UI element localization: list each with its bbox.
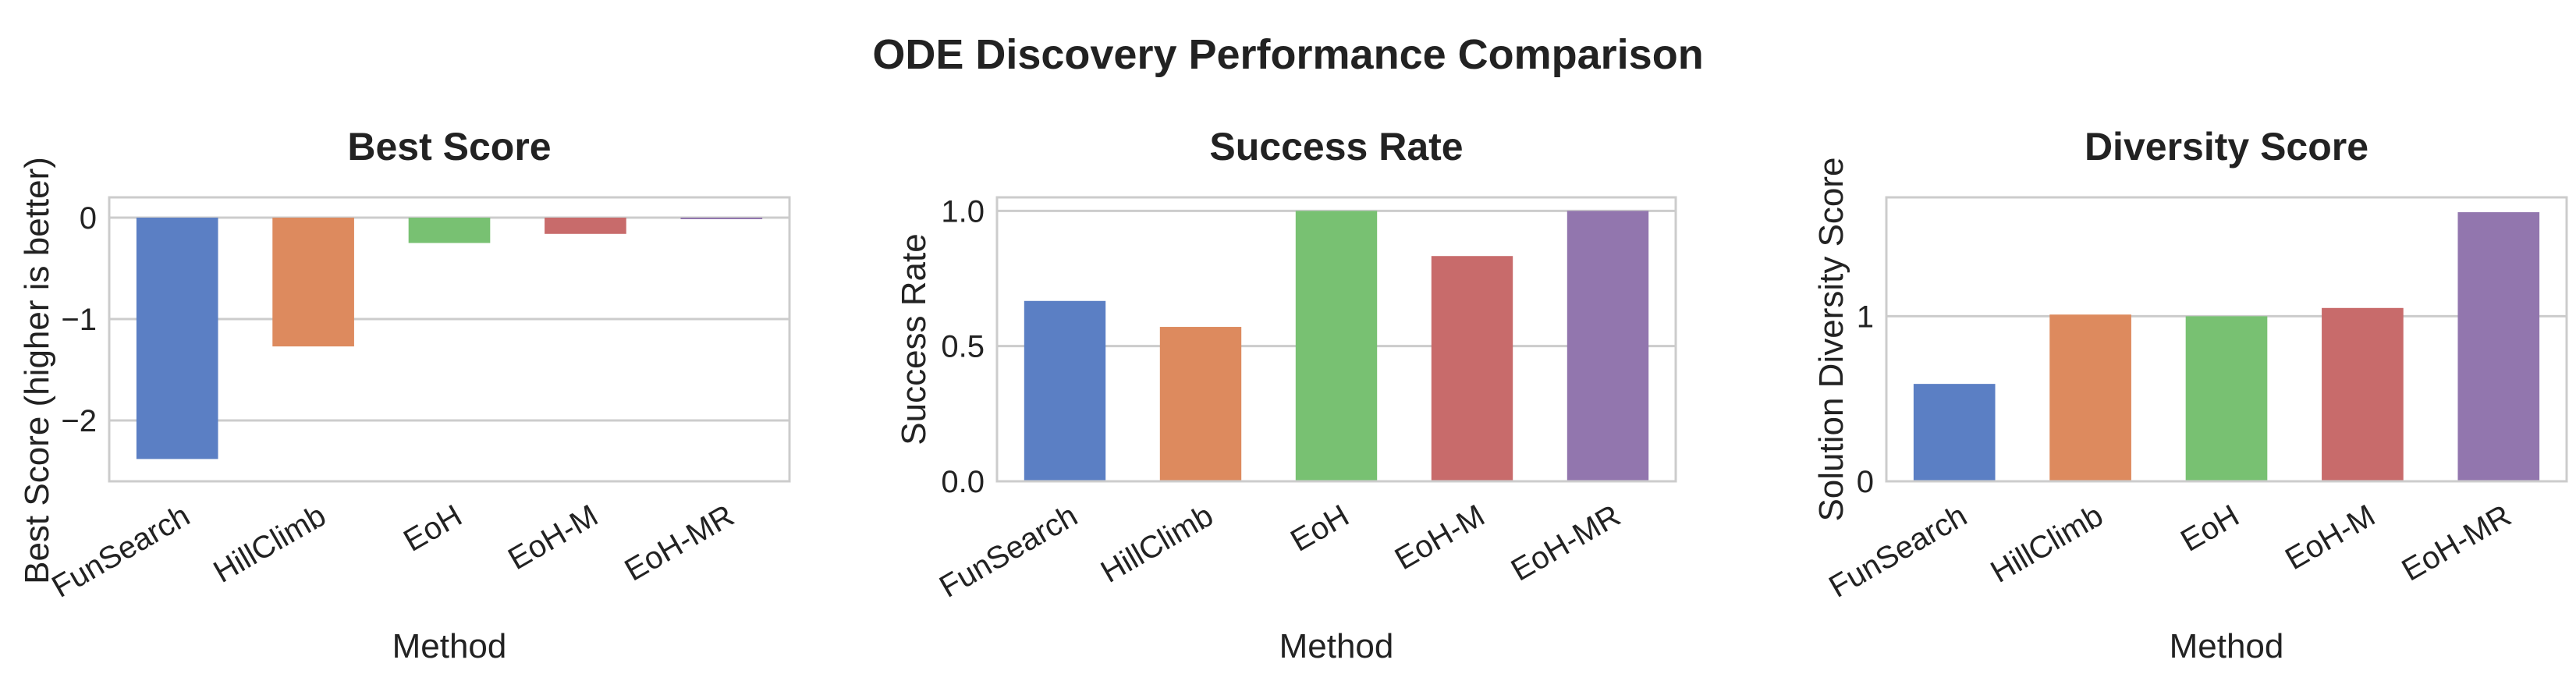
plot-frame [1885,196,2568,483]
bar-eoh-mr [1567,211,1649,481]
x-tick-label: FunSearch [934,498,1083,605]
y-tick-label: −2 [61,404,97,438]
bar-funsearch [1913,384,1996,481]
x-tick-label: EoH [2175,498,2244,559]
plot-frame [995,196,1677,483]
plot-frame [108,196,791,483]
bar-eoh [1295,211,1378,481]
x-tick-label: EoH-MR [619,498,740,588]
bar-eoh-mr [2457,212,2540,481]
bar-eoh-mr [680,218,763,219]
y-tick-label: 0.5 [941,330,985,364]
x-axis-label: Method [392,627,507,665]
y-tick-label: 1 [1857,300,1874,334]
x-tick-label: HillClimb [1985,498,2109,590]
x-tick-label: EoH [398,498,467,559]
y-axis-label: Best Score (higher is better) [18,157,56,584]
bar-funsearch [136,218,218,459]
subplot-title: Best Score [347,125,551,168]
x-tick-label: EoH [1285,498,1354,559]
y-tick-label: 0 [80,201,97,236]
x-axis-label: Method [1279,627,1394,665]
figure-title: ODE Discovery Performance Comparison [872,31,1703,78]
y-tick-label: 0 [1857,465,1874,499]
x-tick-label: EoH-M [1389,498,1491,576]
x-tick-label: EoH-M [502,498,604,576]
bar-hillclimb [1159,327,1242,481]
y-tick-label: 1.0 [941,194,985,229]
chart-panel-2: 0.0 0.5 1.0 FunSearch HillClimb EoH EoH-M EoH-M… [895,125,1677,665]
x-tick-label: FunSearch [46,498,195,605]
y-tick-label: 0.0 [941,465,985,499]
x-tick-label: HillClimb [208,498,332,590]
y-tick-label: −1 [61,303,97,337]
x-tick-label: EoH-M [2280,498,2381,576]
y-axis-label: Solution Diversity Score [1812,157,1850,521]
x-tick-label: EoH-MR [1506,498,1627,588]
y-axis-label: Success Rate [895,233,933,445]
bar-eoh-m [545,218,626,234]
x-axis-label: Method [2170,627,2284,665]
bar-hillclimb [272,218,354,347]
bar-eoh-m [1431,256,1513,481]
chart-panel-1: 0 −1 −2 FunSearch HillClimb EoH EoH-M EoH-MR Bes… [18,125,791,665]
subplot-title: Success Rate [1209,125,1463,168]
bar-funsearch [1024,300,1106,481]
x-tick-label: EoH-MR [2397,498,2517,588]
bar-eoh [2185,316,2268,481]
x-tick-label: HillClimb [1095,498,1219,590]
bar-hillclimb [2049,314,2131,481]
bar-eoh [408,218,491,243]
subplot-title: Diversity Score [2085,125,2368,168]
bar-eoh-m [2322,307,2404,481]
